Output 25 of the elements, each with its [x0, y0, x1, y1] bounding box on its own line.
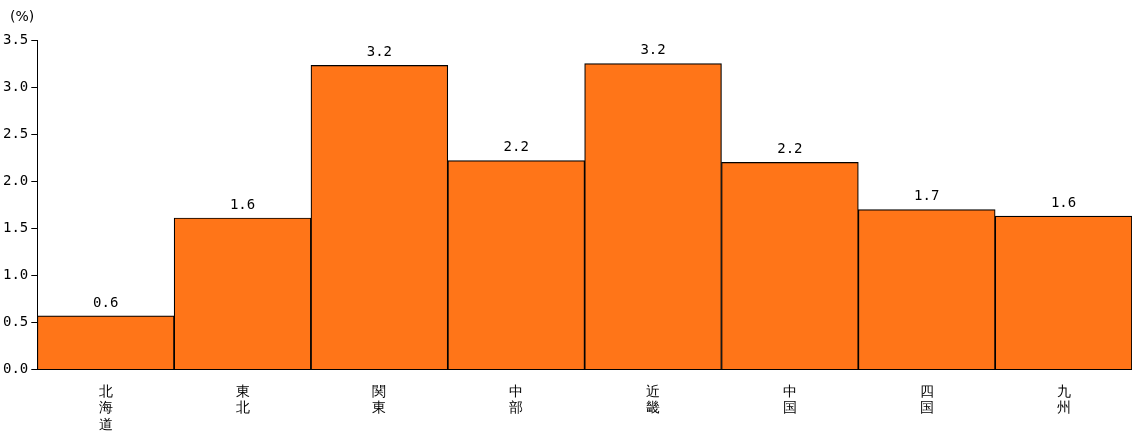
x-tick-label: 九州	[1056, 382, 1071, 416]
data-label: 1.6	[229, 195, 256, 212]
x-tick-label: 中国	[782, 382, 797, 416]
y-tick-label: 1.5	[2, 218, 29, 235]
y-tick-label: 1.0	[2, 266, 29, 283]
data-label: 2.2	[777, 140, 803, 157]
data-label: 2.2	[503, 138, 529, 155]
y-axis-title: (%)	[10, 7, 35, 24]
y-tick-label: 3.5	[2, 30, 29, 47]
y-tick-label: 0.0	[2, 360, 29, 377]
x-tick-label: 北海道	[98, 382, 113, 433]
y-tick-label: 2.0	[2, 171, 29, 188]
x-tick-label: 四国	[919, 382, 934, 416]
data-label: 0.6	[93, 293, 119, 310]
data-label: 3.2	[640, 41, 666, 58]
x-tick-label: 東北	[235, 382, 250, 416]
x-tick-label: 中部	[509, 382, 524, 416]
y-tick-label: 3.0	[2, 77, 29, 94]
y-tick-label: 0.5	[2, 313, 29, 330]
x-tick-label: 関東	[372, 382, 387, 416]
data-label: 1.7	[914, 187, 940, 204]
data-label: 3.2	[366, 43, 393, 60]
data-label: 1.6	[1050, 193, 1077, 210]
y-tick-label: 2.5	[2, 124, 29, 141]
x-tick-label: 近畿	[646, 382, 661, 416]
